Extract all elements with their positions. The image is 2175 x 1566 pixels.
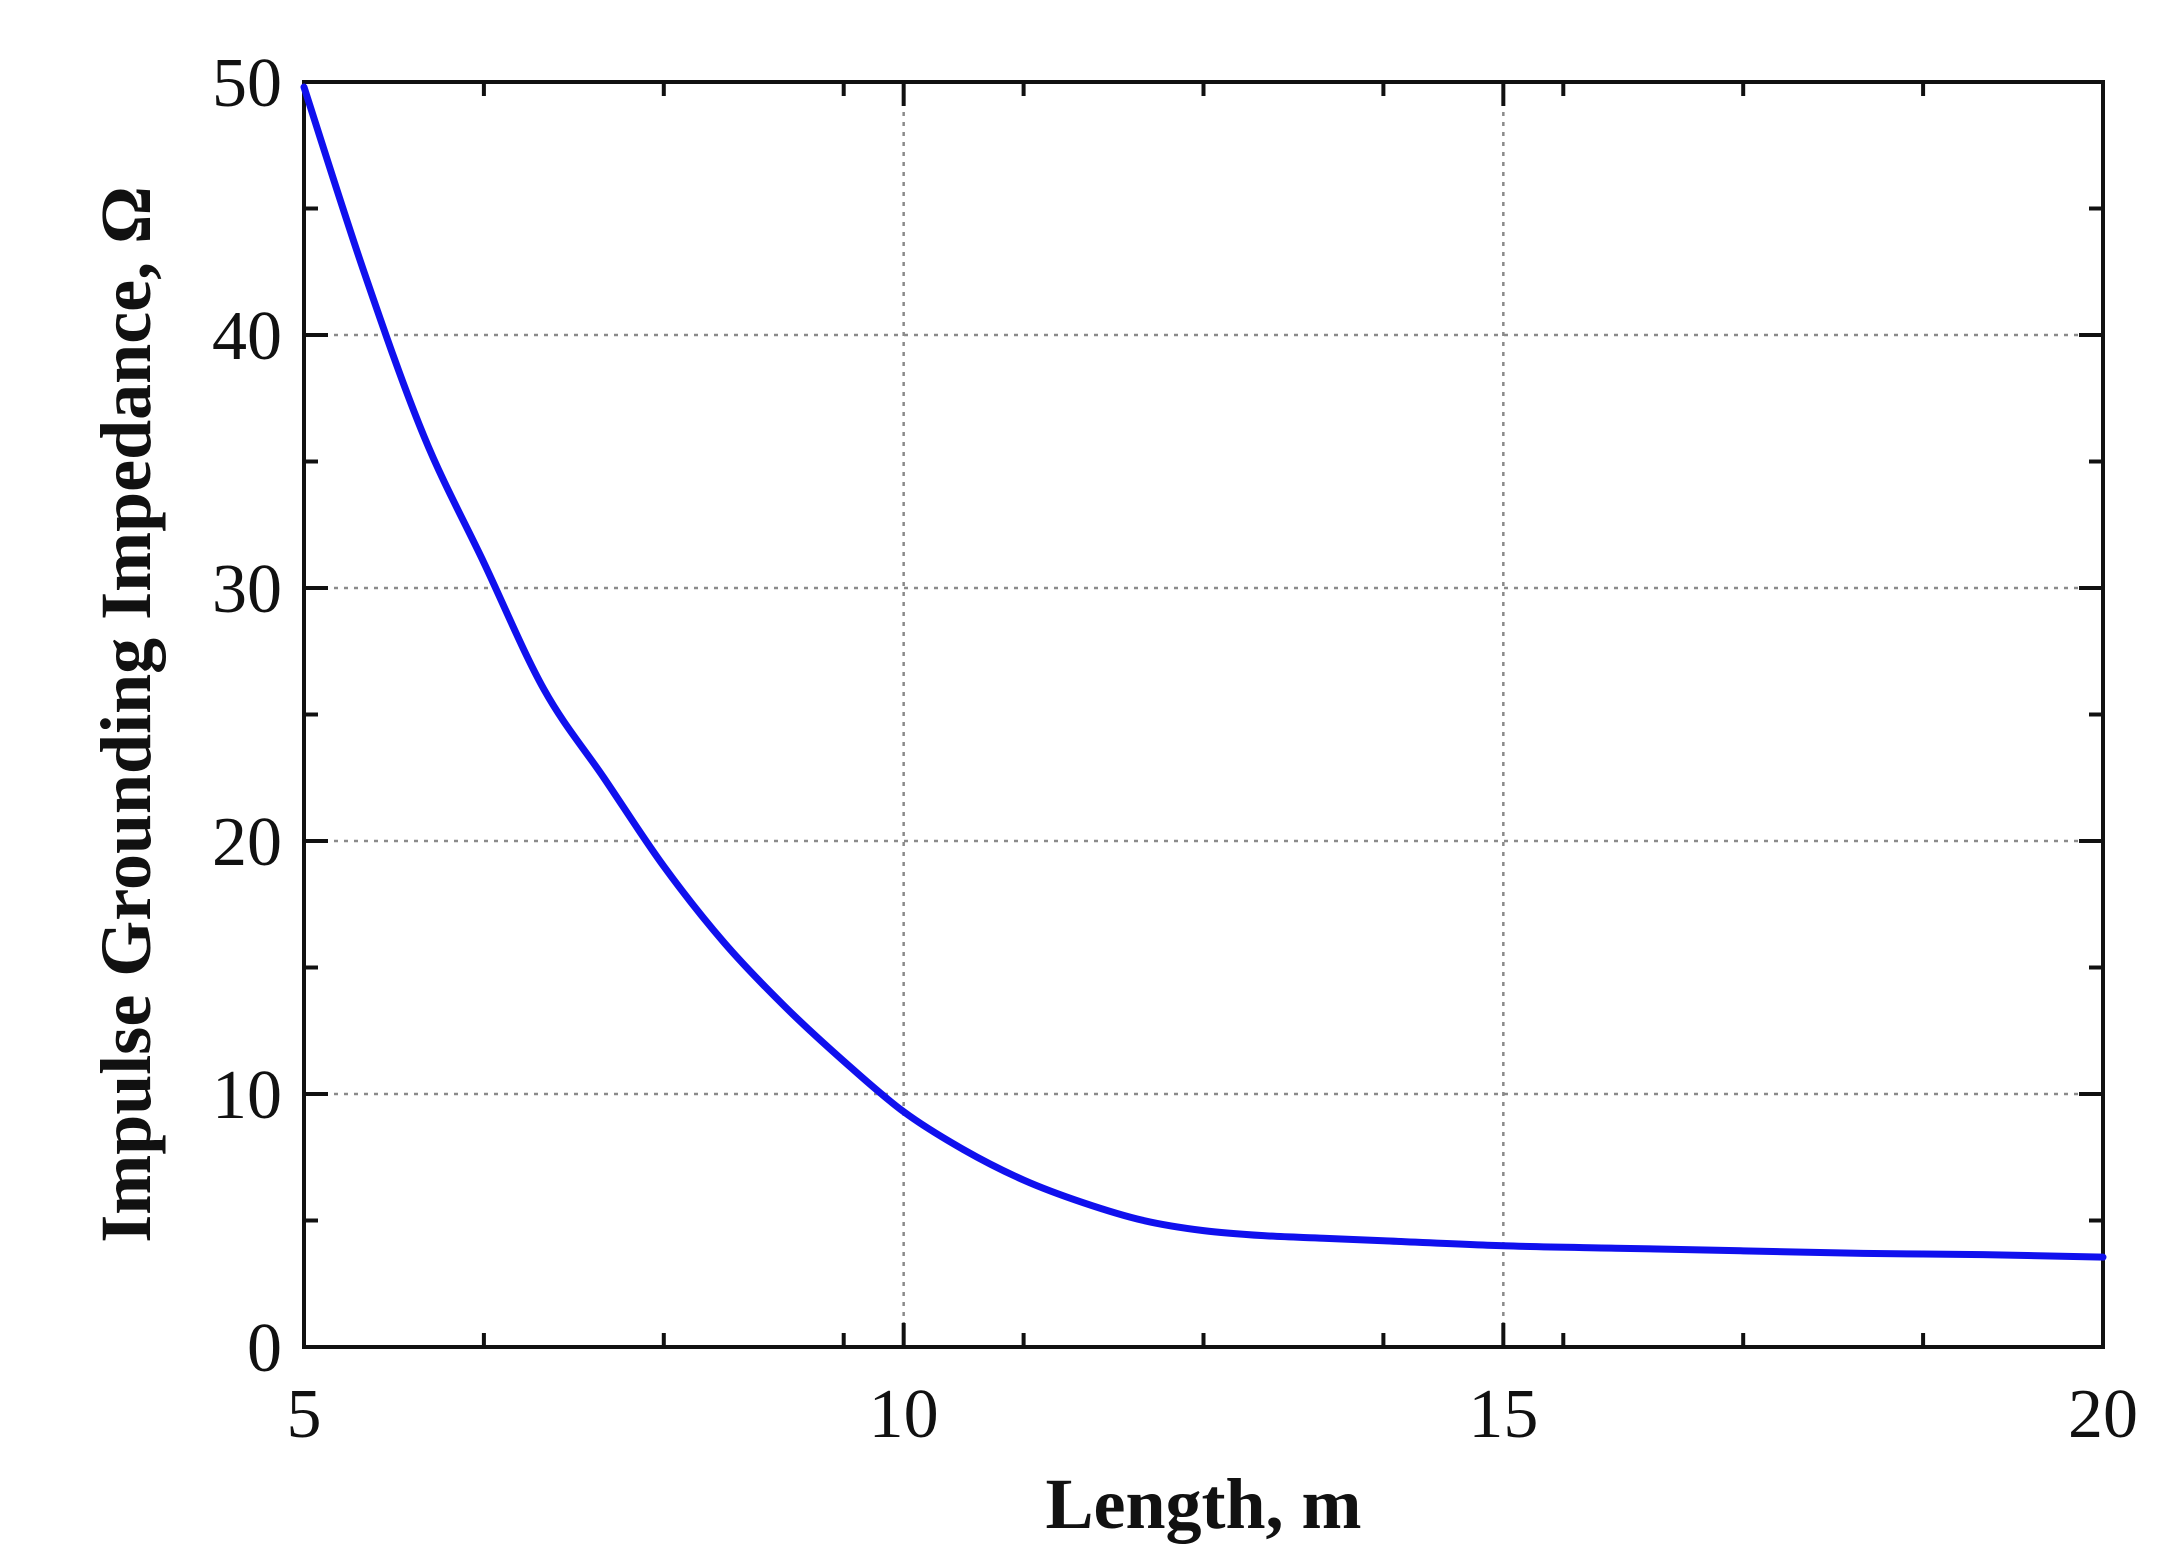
x-tick-label: 20 [2068,1376,2138,1453]
series-layer [300,83,2107,1261]
series-line [300,83,2107,1261]
tick-layer [302,80,2105,1349]
plot-frame [302,80,2105,1349]
x-tick-label: 15 [1468,1376,1538,1453]
y-tick-label: 50 [212,45,282,122]
x-tick-labels: 5 10 15 20 [287,1376,2139,1453]
y-tick-label: 0 [247,1310,282,1387]
x-tick-label: 10 [869,1376,939,1453]
y-tick-label: 30 [212,551,282,628]
y-tick-label: 20 [212,804,282,881]
y-axis-label: Impulse Grounding Impedance, Ω [86,186,166,1243]
y-tick-label: 10 [212,1057,282,1134]
y-tick-labels: 0 10 20 30 40 50 [212,45,282,1387]
grid-layer [304,82,2103,1347]
x-tick-label: 5 [287,1376,322,1453]
x-axis-label: Length, m [1045,1464,1361,1544]
y-tick-label: 40 [212,298,282,375]
